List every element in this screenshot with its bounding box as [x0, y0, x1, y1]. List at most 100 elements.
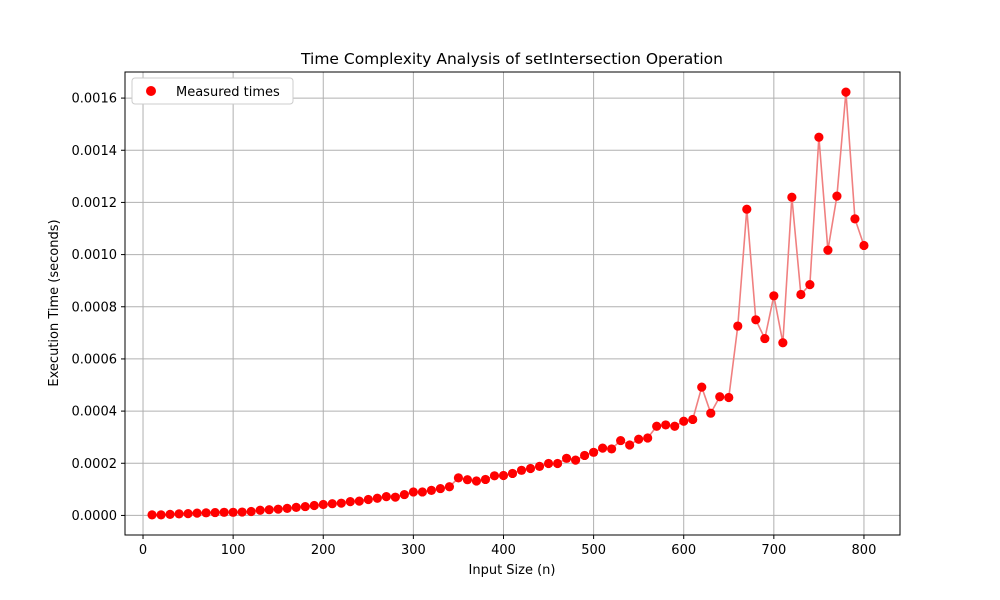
data-point — [435, 483, 446, 494]
x-tick-label: 800 — [852, 543, 877, 558]
data-point — [724, 392, 734, 403]
x-tick-label: 200 — [311, 543, 336, 558]
data-point — [706, 408, 716, 418]
data-point — [670, 421, 680, 431]
data-point — [489, 471, 500, 481]
data-point — [589, 447, 599, 457]
data-point — [363, 494, 373, 505]
data-point — [688, 414, 698, 425]
data-point — [336, 498, 346, 508]
y-tick-label: 0.0000 — [72, 509, 118, 524]
data-point — [579, 450, 590, 461]
data-point — [165, 509, 175, 519]
data-point — [273, 504, 283, 514]
data-point — [174, 509, 184, 519]
data-point — [751, 315, 761, 325]
data-point — [183, 509, 193, 519]
plot-area — [125, 72, 900, 535]
data-point — [462, 475, 473, 485]
data-point — [210, 507, 220, 518]
data-point — [219, 507, 229, 517]
data-point — [300, 501, 310, 512]
data-point — [534, 461, 545, 471]
data-point — [634, 434, 644, 444]
data-point — [246, 506, 256, 517]
data-point — [525, 463, 536, 474]
data-point — [832, 191, 842, 201]
x-tick-label: 700 — [761, 543, 786, 558]
data-point — [543, 458, 554, 469]
data-point — [408, 487, 418, 497]
data-points — [147, 87, 869, 520]
data-point — [561, 453, 572, 463]
x-tick-label: 600 — [671, 543, 696, 558]
data-point — [453, 473, 464, 483]
data-point — [661, 420, 671, 430]
legend-label: Measured times — [176, 85, 280, 100]
data-point — [507, 468, 518, 479]
data-point — [598, 443, 608, 453]
data-point — [399, 489, 409, 500]
data-point — [426, 485, 436, 495]
y-tick-label: 0.0012 — [72, 196, 118, 211]
y-tick-label: 0.0006 — [72, 352, 118, 367]
chart-title: Time Complexity Analysis of setIntersect… — [300, 50, 723, 68]
data-point — [345, 497, 355, 507]
data-point — [552, 458, 563, 469]
x-axis-ticks: 0 100 200 300 400 500 600 700 800 — [139, 535, 876, 558]
y-axis-ticks: 0.0000 0.0002 0.0004 0.0006 0.0008 0.0010 0.00… — [72, 92, 125, 524]
data-point — [417, 487, 427, 497]
data-point — [147, 510, 157, 520]
y-tick-label: 0.0008 — [72, 300, 118, 315]
data-point — [697, 382, 707, 392]
data-point — [471, 476, 482, 486]
x-tick-label: 300 — [401, 543, 426, 558]
data-point — [516, 465, 527, 475]
data-point — [778, 338, 788, 348]
data-point — [390, 492, 400, 502]
x-tick-label: 400 — [491, 543, 516, 558]
data-point — [480, 474, 491, 485]
data-point — [444, 482, 455, 492]
data-point — [228, 507, 238, 517]
data-point — [201, 508, 211, 518]
data-point — [733, 321, 743, 331]
data-point — [156, 510, 166, 520]
data-point — [787, 192, 797, 202]
y-tick-label: 0.0010 — [72, 248, 118, 263]
y-tick-label: 0.0002 — [72, 457, 118, 472]
legend-marker — [146, 86, 156, 96]
data-point — [255, 505, 265, 515]
legend-box — [131, 77, 294, 105]
data-point — [192, 508, 202, 518]
legend: Measured times — [131, 77, 294, 105]
data-point — [498, 470, 509, 481]
data-point — [823, 245, 833, 255]
data-point — [625, 440, 635, 450]
y-tick-label: 0.0014 — [72, 144, 118, 159]
x-tick-label: 100 — [221, 543, 246, 558]
data-point — [805, 279, 815, 290]
data-point — [318, 499, 328, 510]
plot-frame — [124, 71, 901, 536]
data-point — [796, 289, 806, 300]
data-point — [814, 132, 824, 142]
data-point — [742, 204, 752, 214]
data-point — [715, 392, 725, 402]
data-point — [381, 492, 391, 502]
data-point — [327, 499, 337, 509]
y-axis-label: Execution Time (seconds) — [47, 219, 62, 386]
data-point — [607, 444, 617, 454]
data-point — [570, 455, 581, 465]
data-point — [652, 421, 662, 431]
x-axis-label: Input Size (n) — [469, 563, 556, 578]
data-point — [760, 333, 770, 344]
y-tick-label: 0.0016 — [72, 92, 118, 107]
data-point — [372, 493, 382, 503]
data-point — [769, 291, 779, 301]
x-tick-label: 0 — [139, 543, 147, 558]
data-point — [841, 87, 851, 97]
data-point — [616, 435, 626, 446]
data-point — [264, 505, 274, 515]
